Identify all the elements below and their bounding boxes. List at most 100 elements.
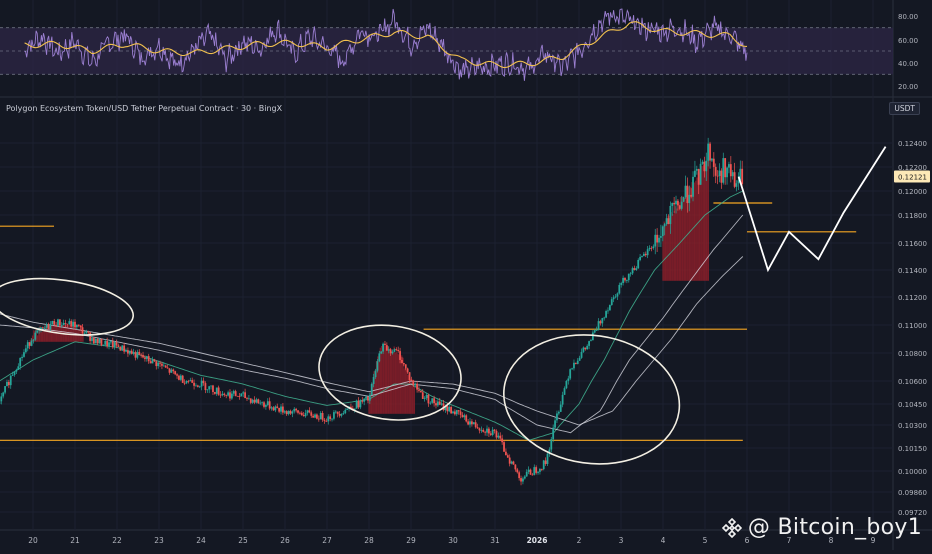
candle-body [312,416,314,418]
candle-body [240,394,242,397]
candle-body [673,203,675,204]
candle-body [80,326,82,327]
candle-body [278,408,280,412]
candle-body [110,341,112,342]
candle-body [535,467,537,473]
candle-body [138,352,140,355]
time-tick-label: 3 [619,536,624,545]
candle-body [142,355,144,357]
candle-body [558,412,560,414]
candle-body [50,324,52,329]
candle-body [74,322,76,327]
candle-body [626,280,628,281]
candle-body [526,472,528,477]
candle-body [152,359,154,363]
candle-body [741,169,743,184]
time-tick-label: 4 [661,536,666,545]
candle-body [78,325,80,326]
candle-body [664,224,666,226]
candle-body [252,400,254,403]
candle-body [424,398,426,399]
candle-body [229,392,231,398]
candle-body [480,430,482,431]
price-tick-label: 0.10150 [898,445,927,453]
candle-body [265,405,267,407]
candle-body [369,395,371,401]
candle-body [322,413,324,420]
candle-body [108,342,110,346]
candle-body [486,429,488,433]
candle-body [256,399,258,402]
candle-body [503,442,505,452]
time-tick-label: 20 [28,536,38,545]
candle-body [210,385,212,386]
rsi-tick-label: 60.00 [898,37,918,45]
candle-body [254,400,256,403]
candle-body [492,430,494,435]
time-tick-label: 5 [703,536,708,545]
candle-body [594,330,596,332]
candle-body [167,368,169,369]
candle-body [620,283,622,285]
candle-body [220,395,222,396]
candle-body [133,352,135,354]
candle-body [479,428,481,430]
candle-body [33,340,35,341]
candle-body [169,368,171,372]
candle-body [263,402,265,407]
candle-body [666,218,668,224]
candle-body [212,385,214,392]
candle-body [68,321,70,324]
current-price-label: 0.12121 [898,173,927,181]
time-tick-label: 31 [490,536,500,545]
time-tick-label: 27 [322,536,332,545]
candle-body [104,341,106,345]
candle-body [125,350,127,351]
candle-body [327,416,329,421]
candle-body [688,195,690,203]
price-tick-label: 0.11400 [898,267,927,275]
candle-body [290,411,292,414]
candle-body [361,401,363,402]
candle-body [700,164,702,185]
candle-body [136,352,138,358]
candle-body [46,324,48,328]
candle-body [314,414,316,417]
candle-body [471,421,473,424]
candle-body [165,366,167,368]
candle-body [246,398,248,399]
candle-body [603,318,605,319]
candle-body [477,427,479,428]
candle-body [690,195,692,197]
candle-body [433,398,435,403]
candle-body [127,350,129,353]
candle-body [437,402,439,406]
candle-body [274,406,276,410]
candle-body [677,201,679,206]
candle-body [583,348,585,352]
candle-body [27,342,29,348]
candle-body [261,402,263,403]
candle-body [325,421,327,422]
candle-body [439,402,441,405]
candle-body [392,352,394,354]
candle-body [318,419,320,420]
candle-body [446,406,448,411]
candle-body [344,410,346,413]
candle-body [48,324,50,329]
candle-body [562,395,564,405]
candle-body [617,293,619,296]
candle-body [395,349,397,350]
candle-body [89,333,91,341]
candle-body [216,387,218,393]
candle-body [10,376,12,385]
candle-body [533,467,535,475]
candle-body [87,332,89,333]
candle-body [547,454,549,464]
candle-body [590,340,592,341]
currency-unit-badge[interactable]: USDT [889,102,920,115]
candle-body [662,226,664,236]
candle-body [63,323,65,325]
candle-body [57,319,59,326]
candle-body [513,462,515,465]
